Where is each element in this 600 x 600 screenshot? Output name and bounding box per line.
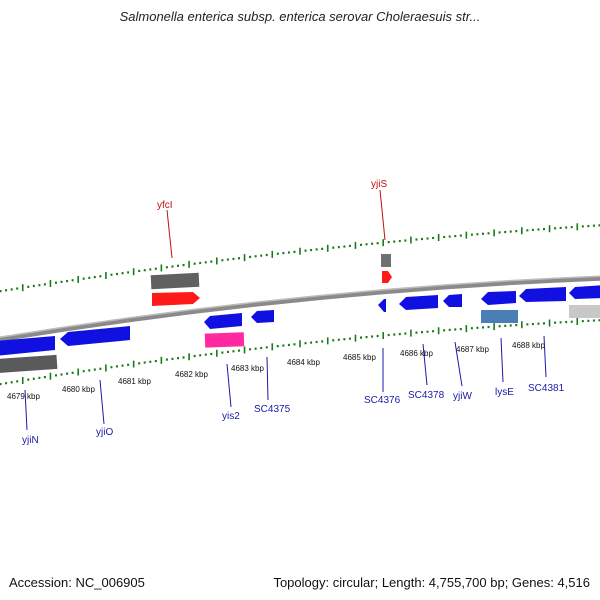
feature-reverse-yjiN	[0, 336, 55, 356]
accession-text: Accession: NC_006905	[9, 575, 145, 590]
feature-pseudo-left	[0, 354, 58, 374]
gene-label-SC4381: SC4381	[528, 383, 565, 394]
feature-pseudo-small	[381, 254, 391, 267]
scale-label: 4685 kbp	[343, 353, 376, 362]
feature-reverse-right	[569, 285, 600, 299]
scale-label: 4686 kbp	[400, 349, 433, 358]
scale-label: 4681 kbp	[118, 377, 151, 386]
outer-ticks	[0, 223, 600, 293]
gene-label-yjiS: yjiS	[371, 179, 387, 190]
gene-labels: yfcI yjiS yjiN yjiO yis2 SC4375 SC4376 S…	[22, 179, 565, 446]
gene-label-yjiN: yjiN	[22, 435, 39, 446]
feature-reverse-yjiO	[60, 326, 130, 346]
gene-label-yjiW: yjiW	[453, 391, 472, 402]
gene-label-SC4375: SC4375	[254, 404, 291, 415]
gene-label-lysE: lysE	[495, 387, 514, 398]
gene-label-yjiO: yjiO	[96, 427, 113, 438]
feature-reverse-SC4376	[378, 299, 386, 312]
feature-reverse-lysE	[481, 291, 516, 305]
feature-pseudo	[150, 272, 200, 290]
map-title: Salmonella enterica subsp. enterica sero…	[119, 9, 481, 24]
scale-label: 4683 kbp	[231, 364, 264, 373]
feature-rna	[204, 332, 245, 348]
label-leaders	[24, 189, 547, 431]
gene-label-SC4378: SC4378	[408, 390, 445, 401]
feature-reverse-SC4375	[251, 310, 274, 323]
gene-label-SC4376: SC4376	[364, 395, 401, 406]
genome-backbone	[0, 275, 600, 342]
scale-label: 4680 kbp	[62, 385, 95, 394]
forward-features	[150, 254, 392, 306]
feature-lysE-steel	[481, 310, 518, 323]
scale-labels: 4679 kbp 4680 kbp 4681 kbp 4682 kbp 4683…	[7, 341, 545, 401]
feature-reverse-yis2	[204, 313, 242, 329]
scale-label: 4682 kbp	[175, 370, 208, 379]
reverse-features	[0, 285, 600, 374]
feature-reverse-yjiW	[443, 294, 462, 307]
feature-forward-yjiS	[382, 271, 392, 283]
scale-label: 4688 kbp	[512, 341, 545, 350]
feature-forward-yfcI	[152, 292, 200, 306]
scale-label: 4679 kbp	[7, 392, 40, 401]
genome-summary-text: Topology: circular; Length: 4,755,700 bp…	[273, 575, 590, 590]
gene-label-yis2: yis2	[222, 411, 240, 422]
gene-label-yfcI: yfcI	[157, 200, 173, 211]
feature-reverse-SC4381	[519, 287, 566, 302]
scale-label: 4687 kbp	[456, 345, 489, 354]
scale-label: 4684 kbp	[287, 358, 320, 367]
inner-ticks	[0, 317, 600, 386]
feature-other-right	[569, 305, 600, 318]
feature-reverse-SC4378	[399, 295, 438, 310]
